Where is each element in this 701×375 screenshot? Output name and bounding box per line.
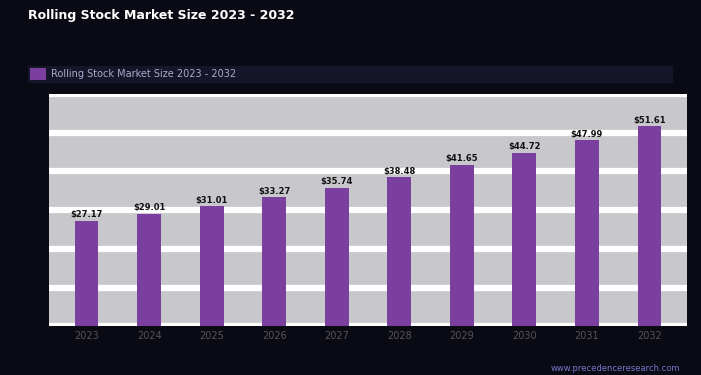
Bar — [388, 177, 411, 326]
Bar — [75, 221, 98, 326]
Text: $29.01: $29.01 — [133, 203, 165, 212]
Text: Rolling Stock Market Size 2023 - 2032: Rolling Stock Market Size 2023 - 2032 — [50, 69, 236, 79]
Bar — [262, 197, 286, 326]
Bar — [200, 206, 224, 326]
Text: $41.65: $41.65 — [446, 154, 478, 163]
Text: $47.99: $47.99 — [571, 130, 603, 139]
Text: $33.27: $33.27 — [258, 187, 290, 196]
Bar — [30, 68, 46, 80]
Bar — [512, 153, 536, 326]
Text: $38.48: $38.48 — [383, 166, 416, 176]
Bar — [137, 214, 161, 326]
Text: $31.01: $31.01 — [196, 195, 228, 204]
Text: $44.72: $44.72 — [508, 142, 540, 152]
Text: $27.17: $27.17 — [70, 210, 103, 219]
Bar — [575, 140, 599, 326]
Text: Rolling Stock Market Size 2023 - 2032: Rolling Stock Market Size 2023 - 2032 — [28, 9, 294, 22]
Bar — [638, 126, 661, 326]
Bar — [450, 165, 474, 326]
Text: $51.61: $51.61 — [633, 116, 666, 125]
Bar — [325, 188, 348, 326]
Text: www.precedenceresearch.com: www.precedenceresearch.com — [550, 364, 680, 373]
Text: $35.74: $35.74 — [320, 177, 353, 186]
